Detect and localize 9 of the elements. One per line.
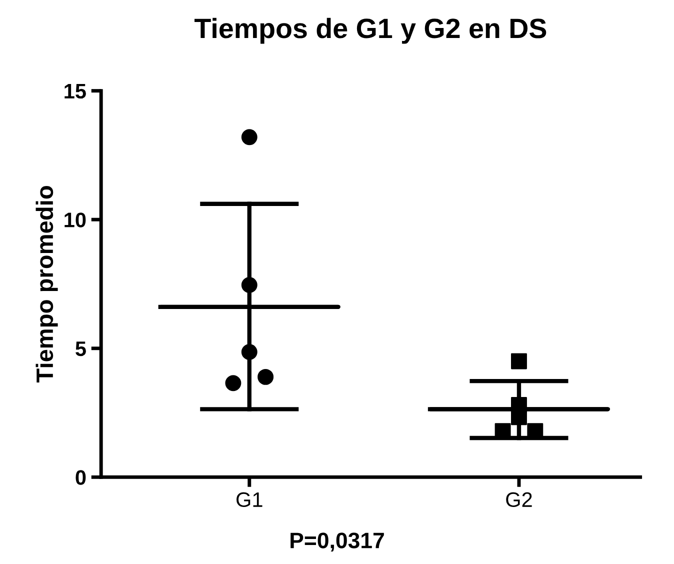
y-tick-label: 0 (76, 470, 86, 485)
y-tick-label: 10 (64, 212, 86, 228)
x-tick-label: G2 (506, 492, 532, 508)
y-tick-label: 15 (64, 84, 86, 99)
x-tick-label: G1 (236, 492, 262, 508)
text: P=0,0317 (290, 532, 384, 552)
y-axis-title: Tiempo promedio (36, 186, 58, 383)
chart-title: Tiempos de G1 y G2 en DS (194, 18, 546, 44)
y-tick-label: 5 (76, 342, 86, 356)
